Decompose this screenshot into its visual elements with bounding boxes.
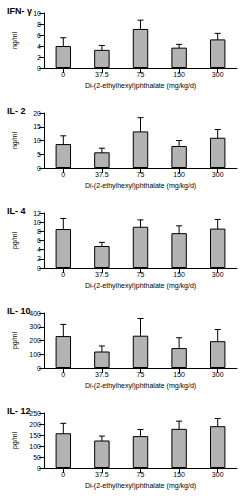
svg-text:0: 0 (37, 465, 41, 472)
svg-text:100: 100 (29, 443, 41, 450)
svg-text:0: 0 (61, 371, 65, 378)
svg-text:0: 0 (61, 171, 65, 178)
svg-text:6: 6 (37, 237, 41, 244)
svg-text:300: 300 (29, 323, 41, 330)
svg-text:300: 300 (212, 171, 224, 178)
svg-text:Di-(2-ethylhexyl)phthalate (mg: Di-(2-ethylhexyl)phthalate (mg/kg/d) (85, 182, 196, 190)
svg-text:6: 6 (37, 32, 41, 39)
svg-text:75: 75 (137, 71, 145, 78)
svg-text:10: 10 (33, 137, 41, 144)
svg-text:0: 0 (37, 265, 41, 272)
svg-text:4: 4 (37, 43, 41, 50)
svg-text:150: 150 (173, 171, 185, 178)
svg-text:37.5: 37.5 (95, 71, 109, 78)
svg-text:150: 150 (173, 371, 185, 378)
svg-text:37.5: 37.5 (95, 271, 109, 278)
svg-text:2: 2 (37, 255, 41, 262)
svg-text:75: 75 (137, 271, 145, 278)
svg-text:pg/ml: pg/ml (11, 332, 19, 350)
svg-text:0: 0 (37, 165, 41, 172)
svg-text:5: 5 (37, 151, 41, 158)
svg-text:IL- 12: IL- 12 (7, 406, 31, 416)
svg-text:15: 15 (33, 123, 41, 130)
svg-text:2: 2 (37, 54, 41, 61)
svg-text:150: 150 (173, 71, 185, 78)
svg-text:150: 150 (29, 432, 41, 439)
svg-text:75: 75 (137, 471, 145, 478)
svg-text:50: 50 (33, 454, 41, 461)
svg-text:37.5: 37.5 (95, 371, 109, 378)
svg-text:Di-(2-ethylhexyl)phthalate (mg: Di-(2-ethylhexyl)phthalate (mg/kg/d) (85, 82, 196, 90)
svg-text:0: 0 (37, 65, 41, 72)
svg-text:75: 75 (137, 371, 145, 378)
svg-text:10: 10 (33, 10, 41, 17)
svg-text:Di-(2-ethylhexyl)phthalate (mg: Di-(2-ethylhexyl)phthalate (mg/kg/d) (85, 282, 196, 290)
svg-text:100: 100 (29, 351, 41, 358)
svg-text:0: 0 (61, 271, 65, 278)
svg-text:ng/ml: ng/ml (11, 32, 19, 50)
svg-text:250: 250 (29, 410, 41, 417)
svg-text:0: 0 (37, 365, 41, 372)
svg-text:IL- 10: IL- 10 (7, 306, 31, 316)
svg-text:150: 150 (173, 471, 185, 478)
svg-text:10: 10 (33, 219, 41, 226)
svg-text:ng/ml: ng/ml (11, 132, 19, 150)
svg-text:300: 300 (212, 371, 224, 378)
svg-text:IFN- γ: IFN- γ (7, 6, 32, 16)
svg-text:IL- 2: IL- 2 (7, 106, 26, 116)
svg-text:0: 0 (61, 71, 65, 78)
svg-text:37.5: 37.5 (95, 471, 109, 478)
svg-text:8: 8 (37, 21, 41, 28)
svg-text:300: 300 (212, 471, 224, 478)
svg-text:Di-(2-ethylhexyl)phthalate (mg: Di-(2-ethylhexyl)phthalate (mg/kg/d) (85, 382, 196, 390)
svg-text:8: 8 (37, 228, 41, 235)
svg-text:20: 20 (33, 110, 41, 117)
svg-text:37.5: 37.5 (95, 171, 109, 178)
svg-text:pg/ml: pg/ml (11, 232, 19, 250)
svg-text:pg/ml: pg/ml (11, 432, 19, 450)
svg-text:0: 0 (61, 471, 65, 478)
svg-text:400: 400 (29, 310, 41, 317)
svg-text:75: 75 (137, 171, 145, 178)
svg-text:300: 300 (212, 271, 224, 278)
svg-text:200: 200 (29, 421, 41, 428)
svg-text:4: 4 (37, 246, 41, 253)
svg-text:IL- 4: IL- 4 (7, 206, 26, 216)
svg-text:Di-(2-ethylhexyl)phthalate (mg: Di-(2-ethylhexyl)phthalate (mg/kg/d) (85, 482, 196, 490)
svg-text:300: 300 (212, 71, 224, 78)
svg-text:12: 12 (33, 210, 41, 217)
svg-text:150: 150 (173, 271, 185, 278)
svg-text:200: 200 (29, 337, 41, 344)
